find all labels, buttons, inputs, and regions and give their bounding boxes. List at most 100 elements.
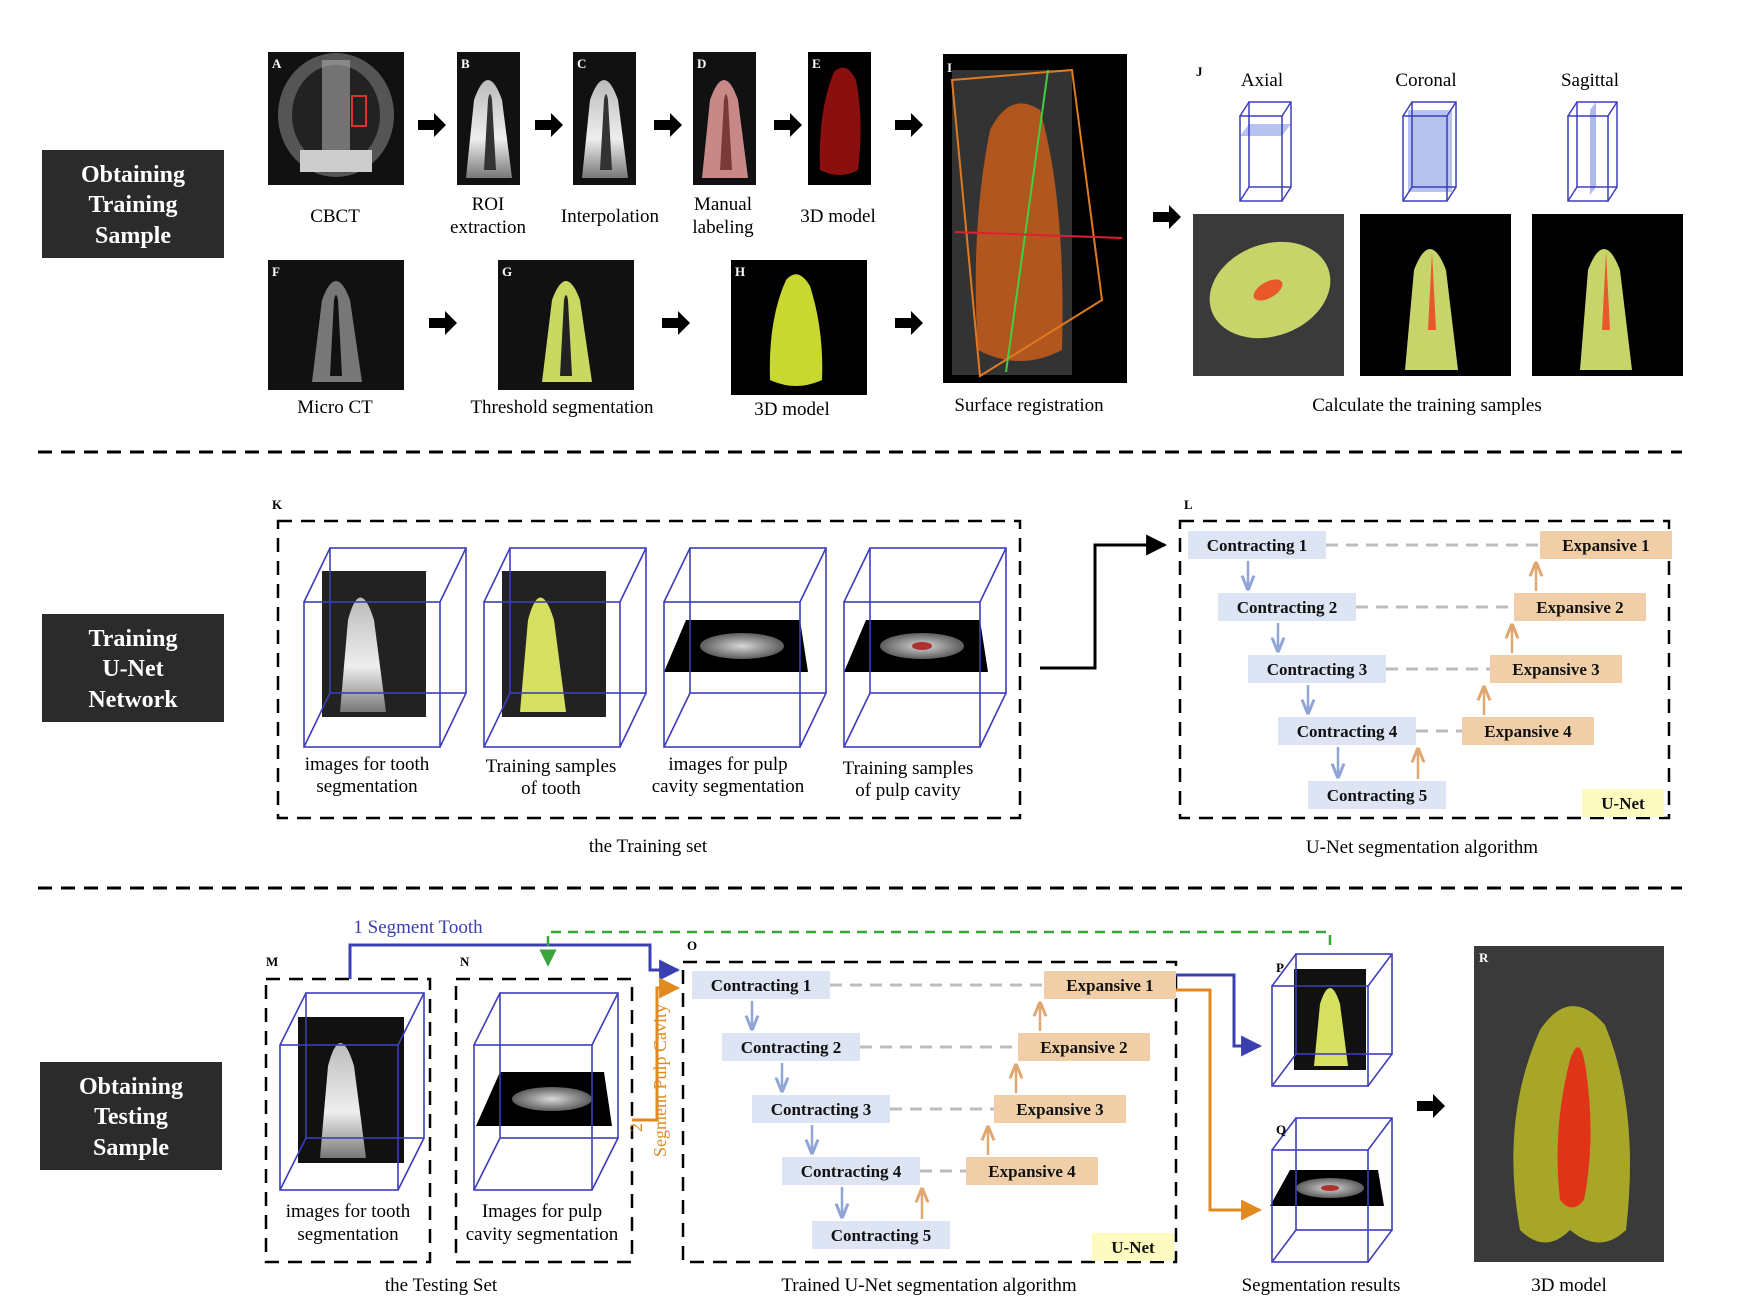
contracting-label: Contracting 4	[801, 1162, 902, 1181]
result-tooth-arrow	[1176, 973, 1263, 1057]
axial-slice-image	[1193, 214, 1344, 376]
expansive-block	[1514, 593, 1646, 621]
caption-threshold: Threshold segmentation	[470, 397, 654, 418]
contracting-block	[1248, 655, 1386, 683]
caption-train-item: images for tooth	[305, 754, 430, 775]
contracting-block	[1308, 781, 1446, 809]
contracting-block	[692, 971, 830, 999]
panel-letters: A B C D E F G H I J K L M N O P Q R	[266, 56, 1489, 1137]
caption-train-item: Training samples	[486, 756, 617, 777]
caption-interpolation: Interpolation	[561, 206, 660, 227]
unet-test-diagram: Contracting 1 Contracting 2 Contracting 3 C…	[692, 971, 1176, 1261]
training-cube-3	[663, 547, 827, 748]
panel-letter-b: B	[461, 56, 470, 71]
training-cube-1	[303, 547, 467, 748]
contracting-block	[752, 1095, 890, 1123]
unet-test-box	[681, 960, 1178, 1264]
section-title-line: Network	[88, 687, 178, 713]
caption-train-item: images for pulp	[668, 754, 787, 775]
expansive-label: Expansive 4	[988, 1162, 1076, 1181]
section-title-line: Training	[89, 192, 178, 218]
label-sagittal: Sagittal	[1561, 70, 1619, 91]
caption-manual: labeling	[692, 217, 754, 238]
contracting-label: Contracting 3	[1267, 660, 1368, 679]
panel-letter-f: F	[272, 264, 280, 279]
contracting-label: Contracting 1	[711, 976, 812, 995]
section-title-line: U-Net	[102, 656, 163, 682]
panel-e-3d-model-image	[808, 52, 871, 185]
caption-unet-train: U-Net segmentation algorithm	[1306, 837, 1538, 858]
expansive-block	[966, 1157, 1098, 1185]
contracting-label: Contracting 2	[741, 1038, 842, 1057]
panel-letter-d: D	[697, 56, 706, 71]
caption-segmentation-results: Segmentation results	[1242, 1275, 1401, 1296]
section-training-unet: Training U-Net Network	[42, 614, 224, 722]
training-cube-2	[483, 547, 647, 748]
panel-letter-o: O	[687, 938, 697, 953]
expansive-block	[1490, 655, 1622, 683]
section-obtaining-testing: Obtaining Testing Sample	[40, 1062, 222, 1170]
caption-unet-test: Trained U-Net segmentation algorithm	[781, 1275, 1077, 1296]
segment-tooth-arrow	[348, 943, 681, 981]
caption-testing-set: the Testing Set	[385, 1275, 498, 1296]
caption-test-tooth: images for tooth	[286, 1201, 411, 1222]
row1-arrows	[418, 113, 1181, 335]
caption-test-pulp: Images for pulp	[482, 1201, 602, 1222]
test-tooth-cube	[279, 992, 425, 1191]
panel-letter-j: J	[1196, 64, 1203, 79]
training-set-box	[276, 519, 1022, 820]
caption-3d-model: 3D model	[754, 399, 829, 420]
test-pulp-cube	[473, 992, 619, 1191]
expansive-block	[1044, 971, 1176, 999]
panel-letter-m: M	[266, 954, 278, 969]
caption-cbct: CBCT	[310, 206, 360, 227]
cube-axial-icon	[1239, 101, 1292, 202]
expansive-label: Expansive 1	[1066, 976, 1153, 995]
caption-3d-model: 3D model	[800, 206, 875, 227]
label-coronal: Coronal	[1395, 70, 1456, 91]
panel-letter-k: K	[272, 497, 283, 512]
section-title-line: Sample	[95, 223, 171, 249]
unet-train-diagram: Contracting 1 Contracting 2 Contracting 3 C…	[1188, 531, 1672, 817]
panel-a-cbct-image	[268, 52, 404, 185]
panel-letter-n: N	[460, 954, 470, 969]
caption-test-tooth: segmentation	[297, 1224, 399, 1245]
contracting-block	[1188, 531, 1326, 559]
caption-test-pulp: cavity segmentation	[466, 1224, 619, 1245]
contracting-label: Contracting 4	[1297, 722, 1398, 741]
panel-c-interpolation-image	[573, 52, 636, 185]
training-to-unet-arrow	[1040, 534, 1168, 670]
training-cube-4	[843, 547, 1007, 748]
coronal-slice-image	[1360, 214, 1511, 376]
to-3d-model-arrow	[1417, 1094, 1445, 1118]
unet-badge	[1582, 789, 1664, 817]
panel-d-manual-labeling-image	[693, 52, 756, 185]
caption-final-3d-model: 3D model	[1531, 1275, 1606, 1296]
contracting-block	[1278, 717, 1416, 745]
panel-f-micro-ct-image	[268, 260, 404, 390]
panel-i-surface-registration-image	[943, 54, 1127, 383]
panel-letter-i: I	[947, 60, 952, 75]
unet-badge-label: U-Net	[1111, 1238, 1155, 1257]
contracting-block	[1218, 593, 1356, 621]
panel-g-threshold-image	[498, 260, 634, 390]
label-segment-tooth: 1 Segment Tooth	[353, 917, 483, 938]
label-axial: Axial	[1241, 70, 1283, 91]
section-title-line: Sample	[93, 1135, 169, 1161]
section-title-line: Obtaining	[79, 1074, 183, 1100]
panel-letter-e: E	[812, 56, 821, 71]
panel-letter-p: P	[1276, 960, 1284, 975]
sagittal-slice-image	[1532, 214, 1683, 376]
expansive-label: Expansive 3	[1016, 1100, 1103, 1119]
panel-b-roi-image	[457, 52, 520, 185]
captions: CBCT ROI extraction Interpolation Manual…	[286, 70, 1619, 1296]
result-tooth-cube	[1271, 953, 1393, 1087]
unet-badge	[1092, 1233, 1174, 1261]
contracting-label: Contracting 3	[771, 1100, 872, 1119]
caption-train-item: of pulp cavity	[855, 780, 961, 801]
unet-badge-label: U-Net	[1601, 794, 1645, 813]
caption-surface-registration: Surface registration	[954, 395, 1104, 416]
contracting-block	[722, 1033, 860, 1061]
panel-letter-h: H	[735, 264, 745, 279]
caption-roi: extraction	[450, 217, 526, 238]
